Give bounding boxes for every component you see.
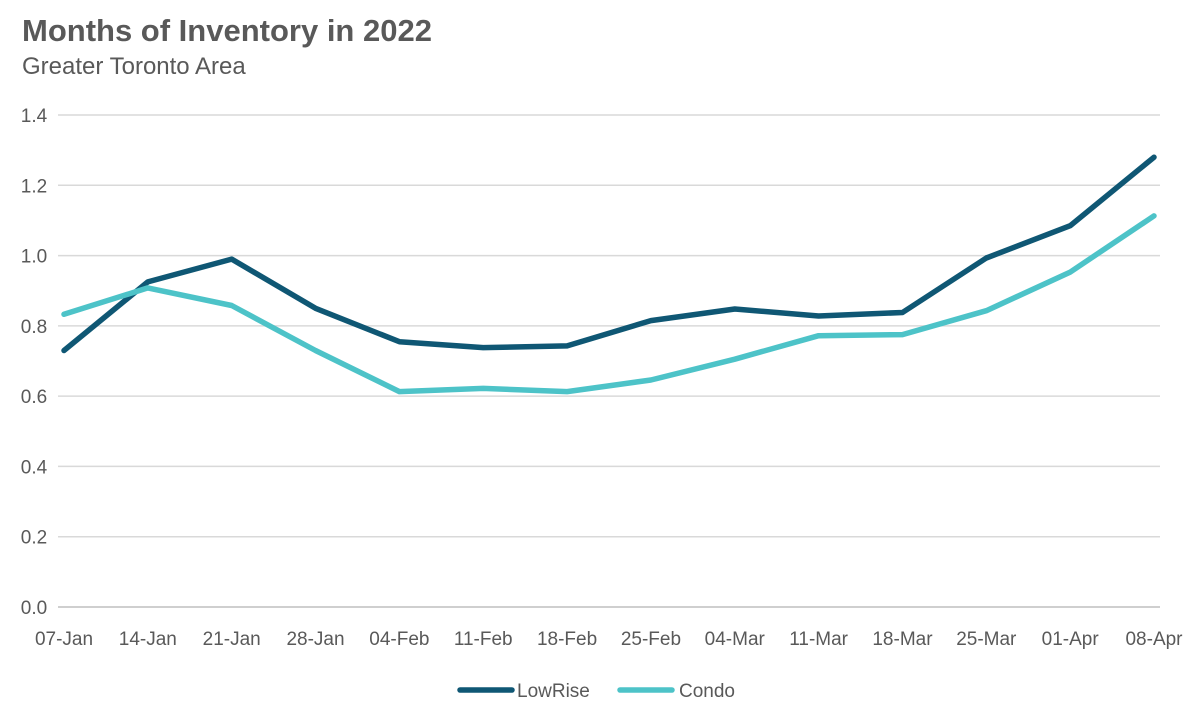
x-tick-label: 04-Feb — [369, 629, 429, 650]
x-tick-label: 11-Feb — [454, 629, 513, 650]
y-tick-label: 0.2 — [21, 528, 47, 549]
chart-title: Months of Inventory in 2022 — [22, 13, 432, 48]
x-tick-label: 28-Jan — [286, 629, 344, 650]
legend-label-condo: Condo — [679, 681, 735, 702]
y-tick-label: 1.2 — [21, 176, 47, 197]
x-tick-label: 08-Apr — [1125, 629, 1183, 650]
x-axis-tick-labels: 07-Jan 14-Jan 21-Jan 28-Jan 04-Feb 11-Feb 18-F… — [35, 629, 1183, 650]
legend: LowRise Condo — [457, 681, 735, 702]
legend-label-lowrise: LowRise — [517, 681, 590, 702]
x-tick-label: 25-Feb — [621, 629, 681, 650]
chart-subtitle: Greater Toronto Area — [22, 53, 246, 80]
x-tick-label: 11-Mar — [789, 629, 848, 650]
y-tick-label: 0.8 — [21, 317, 47, 338]
gridlines — [58, 114, 1160, 608]
x-tick-label: 14-Jan — [119, 629, 177, 650]
x-tick-label: 04-Mar — [705, 629, 766, 650]
y-tick-label: 0.0 — [21, 598, 47, 619]
x-tick-label: 07-Jan — [35, 629, 93, 650]
x-tick-label: 21-Jan — [203, 629, 261, 650]
series-line-condo — [61, 213, 1157, 395]
series-lines — [61, 154, 1157, 395]
y-tick-label: 0.4 — [21, 457, 48, 478]
y-tick-label: 1.0 — [21, 247, 47, 268]
series-line-lowrise — [61, 154, 1157, 354]
x-tick-label: 18-Mar — [872, 629, 933, 650]
y-tick-label: 1.4 — [21, 106, 48, 127]
y-axis-tick-labels: 0.0 0.2 0.4 0.6 0.8 1.0 1.2 1.4 — [21, 106, 48, 619]
x-tick-label: 01-Apr — [1042, 629, 1100, 650]
y-tick-label: 0.6 — [21, 387, 47, 408]
x-tick-label: 18-Feb — [537, 629, 597, 650]
x-tick-label: 25-Mar — [956, 629, 1017, 650]
